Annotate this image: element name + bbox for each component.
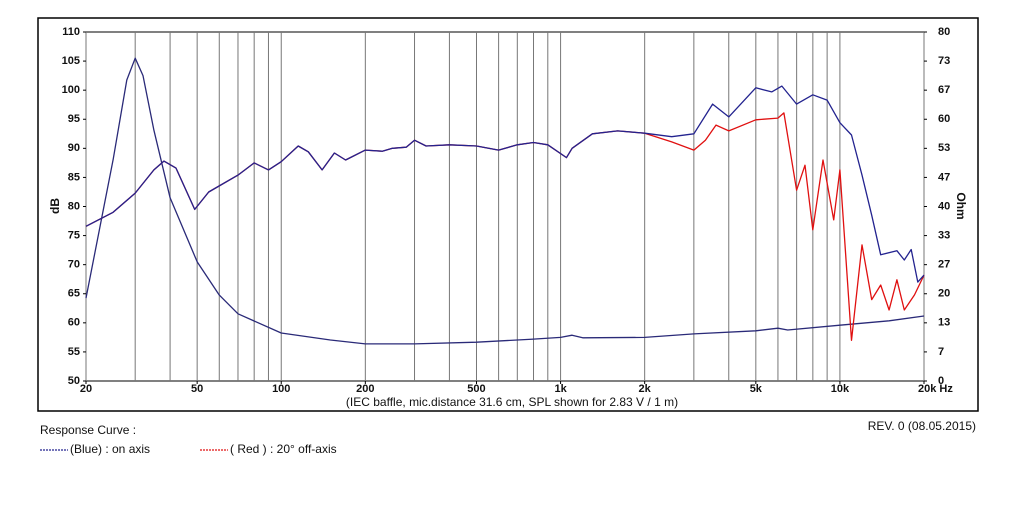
- y-tick-label: 95: [68, 113, 80, 125]
- x-tick-label: 200: [356, 383, 374, 395]
- x-tick-label: 1k: [554, 383, 567, 395]
- y2-tick-label: 0: [938, 375, 944, 387]
- series-line: [85, 112, 925, 341]
- y2-tick-label: 73: [938, 55, 950, 67]
- x-tick-label: 20k Hz: [918, 383, 953, 395]
- y2-tick-label: 7: [938, 346, 944, 358]
- legend-title: Response Curve :: [40, 423, 136, 437]
- y2-tick-label: 47: [938, 171, 950, 183]
- y2-tick-label: 67: [938, 84, 950, 96]
- y-tick-label: 100: [62, 84, 80, 96]
- x-tick-label: 50: [191, 383, 203, 395]
- y-tick-label: 80: [68, 200, 80, 212]
- y-tick-label: 50: [68, 375, 80, 387]
- x-tick-label: 100: [272, 383, 290, 395]
- y2-tick-label: 13: [938, 317, 950, 329]
- y2-tick-label: 80: [938, 26, 950, 38]
- y2-tick-label: 53: [938, 142, 950, 154]
- y-tick-label: 65: [68, 288, 80, 300]
- legend-label: (Blue) : on axis: [70, 442, 150, 456]
- y2-tick-label: 27: [938, 259, 950, 271]
- y2-axis-label: Ohm: [954, 192, 968, 219]
- y-tick-label: 90: [68, 142, 80, 154]
- y2-tick-label: 60: [938, 113, 950, 125]
- y-tick-label: 110: [62, 26, 80, 38]
- series-line: [85, 57, 925, 345]
- y2-tick-label: 40: [938, 200, 950, 212]
- x-tick-label: 20: [80, 383, 92, 395]
- y2-tick-label: 33: [938, 229, 950, 241]
- legend-label: ( Red ) : 20° off-axis: [230, 442, 337, 456]
- y-tick-label: 85: [68, 171, 80, 183]
- y-axis-label: dB: [48, 198, 62, 214]
- frame: [37, 17, 979, 412]
- revision: REV. 0 (08.05.2015): [868, 419, 976, 433]
- y-tick-label: 55: [68, 346, 80, 358]
- y2-tick-label: 20: [938, 288, 950, 300]
- x-tick-label: 2k: [639, 383, 652, 395]
- x-tick-label: 500: [467, 383, 485, 395]
- y-tick-label: 60: [68, 317, 80, 329]
- y-tick-label: 70: [68, 259, 80, 271]
- x-tick-label: 10k: [831, 383, 850, 395]
- y-tick-label: 75: [68, 229, 80, 241]
- x-axis-label: (IEC baffle, mic.distance 31.6 cm, SPL s…: [346, 395, 678, 409]
- series-line: [85, 85, 925, 283]
- y-tick-label: 105: [62, 55, 80, 67]
- x-tick-label: 5k: [750, 383, 763, 395]
